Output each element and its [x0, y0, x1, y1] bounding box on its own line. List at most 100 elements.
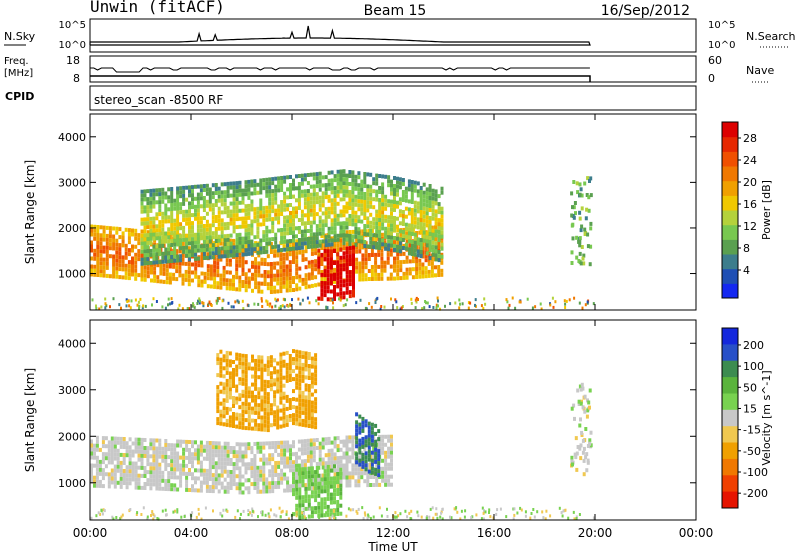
- velocity-noise: [115, 516, 117, 519]
- power-cell: [393, 200, 396, 204]
- power-cell: [429, 248, 432, 252]
- power-cell: [239, 217, 242, 221]
- power-cell: [354, 223, 357, 227]
- power-cell: [286, 269, 289, 273]
- velocity-cell: [331, 453, 334, 457]
- velocity-cell: [242, 483, 245, 487]
- power-cell: [149, 241, 152, 245]
- power-cell: [158, 248, 161, 252]
- velocity-cell: [239, 474, 242, 478]
- velocity-cell: [144, 450, 147, 454]
- velocity-cell: [239, 482, 242, 486]
- power-cell: [295, 242, 298, 246]
- power-cell: [387, 179, 390, 183]
- power-cell: [125, 252, 128, 256]
- velocity-cell: [305, 387, 308, 391]
- power-cell: [313, 204, 316, 208]
- power-cell: [412, 275, 415, 279]
- velocity-cell: [123, 453, 126, 457]
- power-cell: [253, 211, 256, 215]
- velocity-cell: [144, 466, 147, 470]
- power-cell: [437, 273, 440, 277]
- power-cell: [146, 197, 149, 201]
- power-cell: [274, 245, 277, 249]
- velocity-cell: [292, 369, 295, 373]
- power-cell: [218, 223, 221, 227]
- velocity-cell: [327, 481, 330, 485]
- power-cell: [155, 216, 158, 220]
- velocity-cell: [361, 425, 364, 429]
- velocity-noise: [270, 508, 272, 511]
- power-cell: [426, 191, 429, 195]
- power-cell: [425, 266, 428, 270]
- power-cell: [355, 262, 358, 266]
- power-colorbar-tick-label: 20: [743, 176, 757, 189]
- velocity-cell: [191, 464, 194, 468]
- power-cell: [346, 263, 349, 267]
- power-cell: [173, 259, 176, 263]
- power-cell: [256, 235, 259, 239]
- power-cell: [236, 233, 239, 237]
- power-cell: [247, 228, 250, 232]
- velocity-cell: [346, 480, 349, 484]
- power-cell: [324, 254, 327, 258]
- power-cell: [314, 263, 317, 267]
- power-cell: [152, 245, 155, 249]
- velocity-cell: [270, 379, 273, 383]
- power-ytick-label: 4000: [58, 131, 86, 144]
- velocity-cell: [203, 481, 206, 485]
- power-cell: [259, 199, 262, 203]
- power-cell: [164, 208, 167, 212]
- power-cell: [375, 246, 378, 250]
- velocity-cell: [371, 431, 374, 435]
- velocity-noise: [488, 508, 490, 511]
- velocity-cell: [102, 476, 105, 480]
- velocity-cell: [387, 463, 390, 467]
- power-cell: [336, 272, 339, 276]
- power-cell: [292, 211, 295, 215]
- velocity-cell: [311, 510, 314, 514]
- power-cell: [432, 213, 435, 217]
- power-cell: [402, 218, 405, 222]
- power-cell: [197, 221, 200, 225]
- power-noise: [332, 298, 334, 301]
- velocity-cell: [302, 363, 305, 367]
- power-cell: [357, 183, 360, 187]
- power-cell: [268, 237, 271, 241]
- velocity-cell: [292, 464, 295, 468]
- power-cell: [112, 239, 115, 243]
- velocity-cell: [314, 506, 317, 510]
- power-cell: [289, 247, 292, 251]
- velocity-cell: [262, 462, 265, 466]
- power-cell: [399, 268, 402, 272]
- velocity-cell: [167, 475, 170, 479]
- power-cell: [279, 261, 282, 265]
- power-cell: [271, 177, 274, 181]
- power-noise: [261, 300, 263, 303]
- power-cell: [188, 193, 191, 197]
- velocity-cell: [311, 494, 314, 498]
- power-cell: [191, 279, 194, 283]
- velocity-cell: [126, 473, 129, 477]
- power-cell: [188, 209, 191, 213]
- velocity-cell: [206, 489, 209, 493]
- power-cell: [268, 197, 271, 201]
- power-cell: [150, 267, 153, 271]
- velocity-cell: [152, 458, 155, 462]
- velocity-cell: [308, 424, 311, 428]
- power-cell: [405, 243, 408, 247]
- power-cell: [262, 230, 265, 234]
- velocity-cell: [247, 442, 250, 446]
- power-cell: [324, 285, 327, 289]
- velocity-noise: [296, 511, 298, 514]
- velocity-cell: [368, 450, 371, 454]
- power-cell: [375, 182, 378, 186]
- velocity-cell: [245, 386, 248, 390]
- power-cell: [141, 230, 144, 234]
- power-cell: [295, 271, 298, 275]
- power-cell: [316, 180, 319, 184]
- power-cell: [414, 217, 417, 221]
- velocity-noise: [237, 509, 239, 512]
- velocity-cell: [216, 405, 219, 409]
- power-cell: [435, 201, 438, 205]
